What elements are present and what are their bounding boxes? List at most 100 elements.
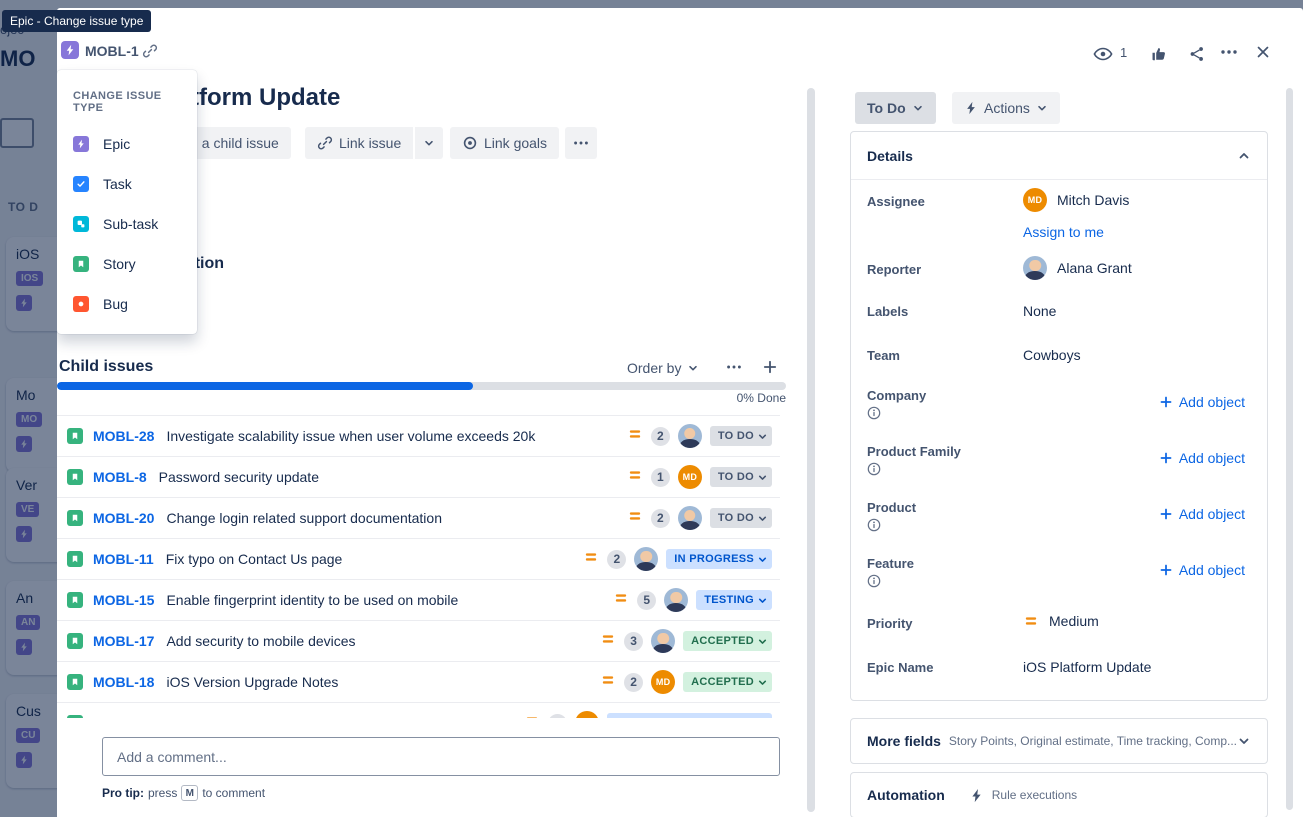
status-label: To Do: [867, 100, 906, 116]
priority-medium-icon: [583, 549, 599, 570]
assignee-avatar[interactable]: [634, 547, 659, 571]
menu-item-story[interactable]: Story: [57, 244, 197, 284]
more-actions-icon[interactable]: [1213, 36, 1245, 68]
child-issue-row[interactable]: MOBL-28 Investigate scalability issue wh…: [57, 416, 780, 457]
epic-name-field-label: Epic Name: [867, 660, 934, 675]
link-issue-caret-button[interactable]: [415, 127, 444, 159]
child-issue-key-link[interactable]: MOBL-8: [93, 469, 147, 485]
watch-eye-icon[interactable]: [1087, 38, 1119, 70]
share-icon[interactable]: [1181, 38, 1213, 70]
comment-pro-tip: Pro tip: press M to comment: [102, 785, 265, 801]
priority-medium-icon: [613, 590, 629, 611]
sidebar-scrollbar[interactable]: [1286, 88, 1293, 810]
status-dropdown[interactable]: TO DO: [709, 426, 772, 446]
child-issue-summary: Investigate scalability issue when user …: [166, 428, 536, 444]
child-issue-key-link[interactable]: MOBL-17: [93, 633, 155, 649]
child-issue-key-link[interactable]: MOBL-9: [93, 715, 147, 718]
automation-panel[interactable]: Automation Rule executions: [850, 772, 1268, 817]
epic-name-value[interactable]: iOS Platform Update: [1023, 659, 1152, 675]
link-goals-button[interactable]: Link goals: [450, 127, 560, 159]
child-issues-progress-bar: [57, 382, 786, 390]
assignee-avatar[interactable]: [677, 506, 702, 530]
feature-add-object-button[interactable]: Add object: [1159, 562, 1245, 578]
child-issue-row[interactable]: MOBL-9 More accessible home screen butto…: [57, 703, 780, 718]
child-issue-row[interactable]: MOBL-17 Add security to mobile devices 3…: [57, 621, 780, 662]
status-dropdown[interactable]: ACCEPTED: [683, 631, 772, 651]
info-icon[interactable]: [867, 518, 881, 532]
child-issue-row[interactable]: MOBL-20 Change login related support doc…: [57, 498, 780, 539]
info-icon[interactable]: [867, 574, 881, 588]
pro-tip-suffix: to comment: [202, 786, 266, 800]
story-type-icon: [73, 256, 89, 272]
status-label: TO DO: [717, 512, 754, 524]
assignee-avatar[interactable]: MD: [575, 711, 600, 718]
story-type-icon: [67, 592, 83, 608]
toolbar-more-button[interactable]: [565, 127, 597, 159]
child-issue-row[interactable]: MOBL-18 iOS Version Upgrade Notes 2 MD A…: [57, 662, 780, 703]
details-panel-header[interactable]: Details: [851, 132, 1267, 180]
child-issue-key-link[interactable]: MOBL-15: [93, 592, 155, 608]
child-issue-row[interactable]: MOBL-11 Fix typo on Contact Us page 2 IN…: [57, 539, 780, 580]
status-dropdown[interactable]: TESTING: [696, 590, 772, 610]
actions-dropdown-button[interactable]: Actions: [952, 92, 1060, 124]
product-family-add-object-button[interactable]: Add object: [1159, 450, 1245, 466]
child-issue-key-link[interactable]: MOBL-18: [93, 674, 155, 690]
priority-medium-icon: [1025, 617, 1037, 625]
more-fields-summary: Story Points, Original estimate, Time tr…: [948, 734, 1237, 748]
labels-value[interactable]: None: [1023, 303, 1057, 319]
child-issues-more-icon[interactable]: [721, 354, 747, 380]
status-dropdown[interactable]: TO DO: [709, 467, 772, 487]
info-icon[interactable]: [867, 406, 881, 420]
child-issue-key-link[interactable]: MOBL-28: [93, 428, 155, 444]
priority-medium-icon: [627, 467, 643, 488]
chevron-down-icon: [758, 475, 767, 480]
more-fields-panel[interactable]: More fields Story Points, Original estim…: [850, 718, 1268, 764]
assignee-avatar[interactable]: [677, 424, 702, 448]
company-add-object-button[interactable]: Add object: [1159, 394, 1245, 410]
team-value[interactable]: Cowboys: [1023, 347, 1081, 363]
child-issue-row[interactable]: MOBL-15 Enable fingerprint identity to b…: [57, 580, 780, 621]
chevron-down-icon: [425, 140, 434, 146]
child-issue-summary: Change login related support documentati…: [166, 510, 442, 526]
menu-item-subtask[interactable]: Sub-task: [57, 204, 197, 244]
assignee-value[interactable]: MD Mitch Davis: [1023, 188, 1129, 212]
info-icon[interactable]: [867, 462, 881, 476]
status-dropdown[interactable]: ARCHITECTURE REVIEW: [607, 713, 772, 718]
assignee-avatar[interactable]: MD: [651, 670, 676, 694]
menu-item-task[interactable]: Task: [57, 164, 197, 204]
product-add-object-button[interactable]: Add object: [1159, 506, 1245, 522]
menu-item-epic[interactable]: Epic: [57, 124, 197, 164]
add-child-plus-icon[interactable]: [757, 354, 783, 380]
status-dropdown[interactable]: IN PROGRESS: [666, 549, 772, 569]
status-dropdown-button[interactable]: To Do: [855, 92, 936, 124]
assignee-avatar[interactable]: [664, 588, 689, 612]
assignee-avatar[interactable]: MD: [677, 465, 702, 489]
thumbs-up-icon[interactable]: [1143, 38, 1175, 70]
epic-type-icon[interactable]: [61, 41, 79, 59]
product-field-label: Product: [867, 500, 917, 515]
priority-value[interactable]: Medium: [1023, 613, 1099, 629]
status-dropdown[interactable]: TO DO: [709, 508, 772, 528]
assign-to-me-link[interactable]: Assign to me: [1023, 224, 1104, 240]
child-issue-key-link[interactable]: MOBL-11: [93, 551, 154, 567]
issue-key-link[interactable]: MOBL-1: [85, 43, 139, 59]
child-issue-row[interactable]: MOBL-8 Password security update 1 MD TO …: [57, 457, 780, 498]
copy-link-icon[interactable]: [137, 38, 163, 64]
progress-fill: [57, 382, 473, 390]
chevron-down-icon: [758, 434, 767, 439]
menu-item-bug[interactable]: Bug: [57, 284, 197, 324]
story-type-icon: [67, 428, 83, 444]
task-type-icon: [73, 176, 89, 192]
link-issue-button[interactable]: Link issue: [305, 127, 414, 159]
reporter-value[interactable]: Alana Grant: [1023, 256, 1132, 280]
automation-heading: Automation: [867, 787, 945, 803]
assignee-avatar[interactable]: [651, 629, 676, 653]
child-issue-key-link[interactable]: MOBL-20: [93, 510, 155, 526]
keyboard-shortcut-badge: M: [181, 785, 199, 801]
comment-input[interactable]: [102, 737, 780, 776]
order-by-dropdown[interactable]: Order by: [627, 360, 699, 376]
close-icon[interactable]: [1247, 36, 1279, 68]
estimate-badge: 5: [637, 590, 657, 610]
status-dropdown[interactable]: ACCEPTED: [683, 672, 772, 692]
content-scrollbar[interactable]: [807, 88, 815, 812]
